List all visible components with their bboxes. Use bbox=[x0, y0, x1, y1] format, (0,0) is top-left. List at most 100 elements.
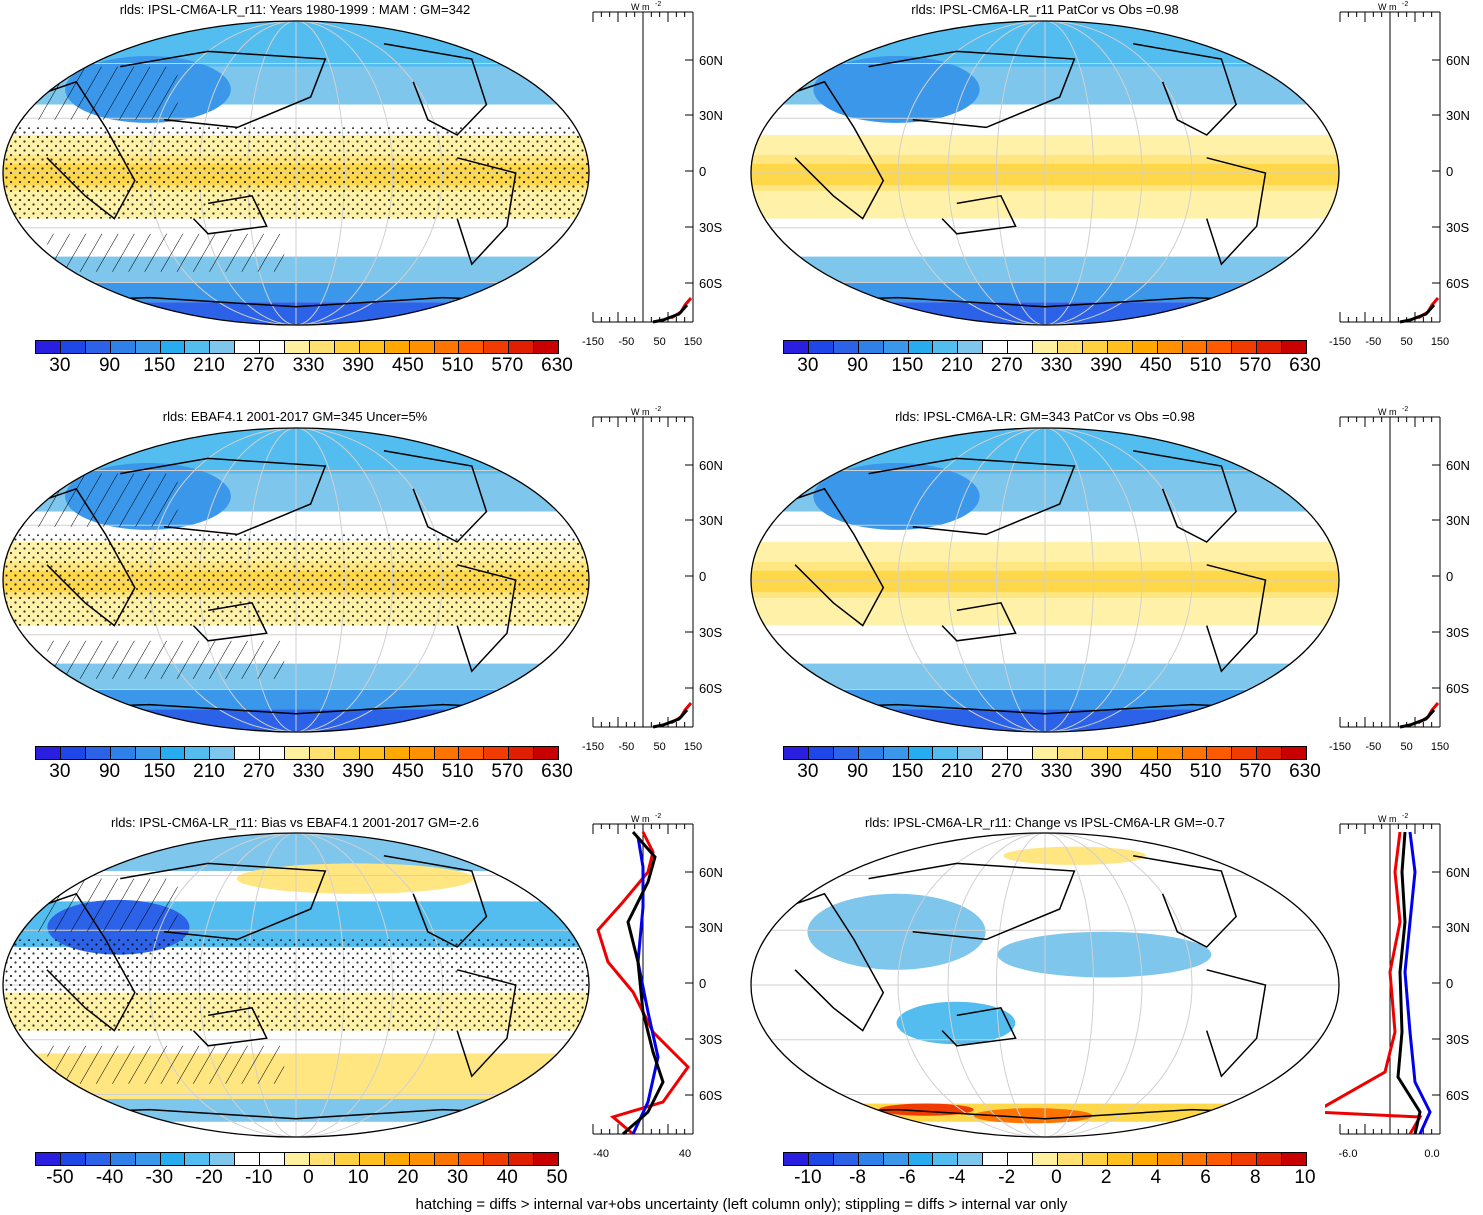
colorbar-swatch bbox=[210, 1153, 236, 1165]
colorbar-tick-label: -4 bbox=[948, 1167, 966, 1188]
profile-x-label: -50 bbox=[618, 336, 634, 348]
profile-x-label: -50 bbox=[618, 741, 634, 753]
profile-x-label: -150 bbox=[582, 336, 604, 348]
colorbar-tick-label: 210 bbox=[941, 355, 973, 376]
colorbar-tick-label: 270 bbox=[242, 761, 275, 782]
profile-lat-label: 60N bbox=[1446, 865, 1470, 880]
profile-units-exponent: -2 bbox=[655, 1, 661, 8]
colorbar-abs-1 bbox=[35, 340, 559, 354]
colorbar-swatch bbox=[210, 747, 236, 759]
zonal-profile-2: 60N 30N 0 30S 60S W m -2 -150 -50 50 150 bbox=[1329, 1, 1470, 348]
profile-lat-label: 30S bbox=[699, 1032, 722, 1047]
colorbar-swatch bbox=[36, 747, 61, 759]
colorbar-swatch bbox=[409, 341, 435, 353]
colorbar-swatch bbox=[858, 747, 884, 759]
colorbar-tick-label: 510 bbox=[1189, 355, 1222, 376]
colorbar-tick-label: 30 bbox=[446, 1167, 469, 1188]
colorbar-tick-label: -10 bbox=[794, 1167, 822, 1188]
colorbar-swatch bbox=[1008, 1153, 1034, 1165]
map-panel-2 bbox=[750, 20, 1340, 326]
profile-lat-label: 60N bbox=[1446, 53, 1470, 68]
colorbar-swatch bbox=[1107, 341, 1133, 353]
zonal-profile-1: 60N 30N 0 30S 60S W m -2 -150 -50 50 150 bbox=[582, 1, 723, 348]
panel-title-model: rlds: IPSL-CM6A-LR_r11: Years 1980-1999 … bbox=[119, 2, 471, 17]
profile-x-label: 50 bbox=[654, 741, 666, 753]
colorbar-swatch bbox=[534, 747, 559, 759]
colorbar-tick-label: 570 bbox=[491, 355, 524, 376]
colorbar-tick-label: 330 bbox=[1040, 761, 1073, 782]
colorbar-tick-label: 10 bbox=[347, 1167, 369, 1188]
colorbar-swatch bbox=[1033, 747, 1058, 759]
colorbar-tick-label: 10 bbox=[1294, 1167, 1316, 1188]
colorbar-swatch bbox=[285, 341, 310, 353]
colorbar-swatch bbox=[110, 1153, 136, 1165]
colorbar-tick-label: 210 bbox=[193, 761, 225, 782]
colorbar-swatch bbox=[285, 1153, 310, 1165]
colorbar-swatch bbox=[908, 341, 934, 353]
profile-lat-label: 60S bbox=[699, 276, 722, 291]
colorbar-swatch bbox=[359, 747, 385, 759]
colorbar-change bbox=[783, 1152, 1307, 1166]
colorbar-swatch bbox=[1082, 1153, 1108, 1165]
colorbar-tick-label: -30 bbox=[145, 1167, 174, 1188]
colorbar-tick-label: 570 bbox=[491, 761, 524, 782]
colorbar-swatch bbox=[459, 1153, 485, 1165]
colorbar-tick-label: 390 bbox=[1090, 355, 1122, 376]
profile-units: W m bbox=[631, 814, 650, 824]
colorbar-swatch bbox=[85, 341, 111, 353]
profile-lat-label: 30N bbox=[1446, 513, 1470, 528]
colorbar-tick-label: -2 bbox=[998, 1167, 1016, 1188]
colorbar-swatch bbox=[409, 1153, 435, 1165]
colorbar-tick-label: -50 bbox=[46, 1167, 74, 1188]
colorbar-swatch bbox=[36, 1153, 61, 1165]
colorbar-swatch bbox=[384, 341, 410, 353]
colorbar-swatch bbox=[1282, 341, 1307, 353]
colorbar-swatch bbox=[858, 341, 884, 353]
map-field bbox=[3, 833, 589, 1137]
colorbar-swatch bbox=[110, 341, 136, 353]
colorbar-swatch bbox=[1232, 341, 1258, 353]
colorbar-tick-label: 510 bbox=[1189, 761, 1222, 782]
colorbar-swatch bbox=[1057, 1153, 1083, 1165]
colorbar-tick-label: 90 bbox=[98, 761, 121, 782]
colorbar-swatch bbox=[85, 747, 111, 759]
profile-x-label: -150 bbox=[1329, 336, 1351, 348]
colorbar-swatch bbox=[808, 341, 834, 353]
colorbar-tick-label: 510 bbox=[441, 761, 474, 782]
colorbar-tick-label: 270 bbox=[990, 761, 1023, 782]
colorbar-labels-bias: -50 -40 -30 -20 -10 0 10 20 30 40 50 bbox=[35, 1167, 567, 1188]
colorbar-tick-label: 30 bbox=[49, 355, 71, 376]
colorbar-swatch bbox=[309, 1153, 335, 1165]
colorbar-tick-label: 330 bbox=[1040, 355, 1073, 376]
colorbar-swatch bbox=[958, 341, 984, 353]
profile-x-label: 50 bbox=[654, 336, 666, 348]
colorbar-swatch bbox=[260, 747, 286, 759]
colorbar-tick-label: 630 bbox=[541, 355, 573, 376]
colorbar-swatch bbox=[484, 341, 510, 353]
footer-note: hatching = diffs > internal var+obs unce… bbox=[415, 1196, 1068, 1213]
map-field bbox=[751, 21, 1339, 325]
profile-lat-label: 30N bbox=[1446, 920, 1470, 935]
colorbar-tick-label: 30 bbox=[49, 761, 71, 782]
profile-x-label: -50 bbox=[1365, 741, 1381, 753]
colorbar-swatch bbox=[1207, 341, 1233, 353]
colorbar-swatch bbox=[160, 747, 186, 759]
profile-lat-label: 60S bbox=[1446, 681, 1469, 696]
colorbar-swatch bbox=[1107, 1153, 1133, 1165]
profile-x-label: -50 bbox=[1365, 336, 1381, 348]
colorbar-swatch bbox=[833, 747, 859, 759]
colorbar-tick-label: 450 bbox=[1139, 761, 1172, 782]
profile-lat-label: 30N bbox=[699, 108, 723, 123]
colorbar-tick-label: 210 bbox=[193, 355, 225, 376]
colorbar-swatch bbox=[784, 341, 809, 353]
colorbar-swatch bbox=[334, 341, 360, 353]
colorbar-swatch bbox=[334, 747, 360, 759]
colorbar-tick-label: 450 bbox=[391, 761, 424, 782]
colorbar-swatch bbox=[1008, 747, 1034, 759]
colorbar-swatch bbox=[1182, 341, 1208, 353]
profile-units-exponent: -2 bbox=[1402, 406, 1408, 413]
colorbar-tick-label: -10 bbox=[244, 1167, 273, 1188]
colorbar-swatch bbox=[135, 341, 161, 353]
colorbar-swatch bbox=[459, 747, 485, 759]
colorbar-tick-label: 390 bbox=[342, 761, 374, 782]
